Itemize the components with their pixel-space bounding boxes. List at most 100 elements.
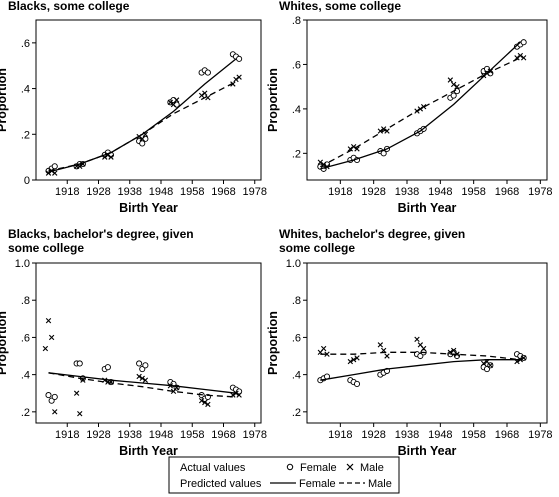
y-tick-label: .8: [292, 15, 301, 27]
male-point: [414, 336, 420, 342]
legend-box: [168, 456, 400, 494]
female-point: [139, 140, 146, 147]
x-axis-label: Birth Year: [398, 444, 457, 458]
x-tick-label: 1938: [118, 186, 142, 198]
y-axis-label: Proportion: [0, 68, 9, 132]
female-point: [45, 392, 52, 399]
x-tick-label: 1918: [328, 186, 352, 198]
predicted-male-line: [320, 351, 521, 361]
x-tick-label: 1958: [461, 429, 485, 441]
y-tick-label: .2: [21, 129, 30, 141]
chart-title: Whites, bachelor's degree, given: [279, 227, 465, 241]
chart-title: Whites, some college: [279, 0, 401, 13]
x-tick-label: 1948: [428, 186, 452, 198]
male-point: [205, 401, 211, 408]
predicted-male-line: [48, 372, 237, 398]
chart-panel-1: Blacks, some college 0 .2 .4 .6 1918 1928 1938 1…: [0, 0, 267, 215]
x-tick-label: 1948: [149, 429, 173, 441]
predicted-male-line: [48, 81, 237, 172]
male-point: [347, 358, 354, 365]
y-tick-label: 1.0: [286, 258, 301, 270]
female-point: [51, 393, 58, 401]
predicted-female-line: [320, 359, 521, 381]
male-point: [350, 143, 357, 150]
x-tick-label: 1958: [461, 186, 485, 198]
female-point: [450, 92, 457, 99]
x-tick-label: 1928: [86, 429, 110, 441]
x-tick-label: 1938: [118, 429, 142, 441]
x-tick-label: 1918: [328, 429, 352, 441]
female-point: [104, 364, 111, 371]
legend-actual-label: Actual values: [180, 462, 246, 474]
male-point: [520, 55, 527, 61]
x-axis-label: Birth Year: [398, 201, 457, 215]
legend-actual-male: Male: [360, 462, 384, 474]
male-point: [77, 411, 83, 417]
legend: Actual values Female Male Predicted valu…: [168, 456, 400, 494]
male-point: [236, 74, 242, 80]
male-point: [73, 390, 80, 396]
female-point: [520, 39, 527, 46]
predicted-female-line: [48, 372, 237, 394]
female-point: [76, 360, 83, 367]
female-point: [51, 163, 58, 170]
male-point: [139, 375, 145, 382]
chart-panel-2: Whites, some college .2 .4 .6 .8 1918 1928 1938…: [266, 0, 553, 215]
chart-title: Blacks, some college: [8, 0, 130, 13]
x-tick-label: 1938: [395, 429, 419, 441]
x-tick-label: 1958: [180, 429, 204, 441]
male-point: [45, 317, 52, 324]
predicted-female-line: [320, 41, 521, 170]
chart-title: Blacks, bachelor's degree, given: [8, 227, 194, 241]
male-point: [377, 342, 384, 348]
male-point: [48, 334, 55, 341]
y-axis-label: Proportion: [266, 68, 280, 132]
male-point: [454, 351, 460, 357]
male-point: [354, 355, 360, 361]
legend-predicted-label: Predicted values: [180, 478, 262, 490]
male-point: [320, 345, 327, 352]
x-axis-label: Birth Year: [119, 201, 178, 215]
y-tick-label: .6: [21, 332, 30, 344]
x-tick-label: 1968: [211, 429, 235, 441]
y-tick-label: .2: [21, 407, 30, 419]
male-point: [202, 399, 208, 406]
predicted-male-line: [319, 57, 521, 168]
male-point: [487, 362, 494, 369]
male-point: [52, 170, 58, 176]
y-tick-label: .4: [292, 370, 301, 382]
x-tick-label: 1978: [243, 429, 267, 441]
female-point: [453, 88, 461, 95]
male-point: [236, 392, 242, 398]
y-tick-label: .2: [292, 148, 301, 160]
male-point: [420, 345, 427, 352]
x-tick-label: 1978: [528, 186, 552, 198]
male-point: [233, 390, 239, 396]
female-point: [353, 380, 361, 387]
male-point: [142, 377, 149, 383]
male-point: [350, 357, 357, 363]
x-tick-label: 1948: [428, 429, 452, 441]
male-point: [198, 92, 205, 99]
x-tick-label: 1918: [55, 186, 79, 198]
legend-actual-female: Female: [300, 462, 337, 474]
male-point: [384, 353, 390, 359]
male-point: [170, 101, 177, 108]
male-point: [517, 52, 524, 59]
plot-frame: [306, 19, 548, 181]
female-point: [236, 55, 243, 62]
male-point: [454, 83, 460, 90]
x-tick-label: 1978: [243, 186, 267, 198]
x-tick-label: 1958: [180, 186, 204, 198]
female-point: [142, 362, 149, 369]
female-point: [136, 360, 143, 367]
male-point: [108, 154, 114, 160]
x-tick-label: 1928: [361, 186, 385, 198]
male-point: [205, 95, 211, 101]
x-tick-label: 1978: [528, 429, 552, 441]
male-point: [42, 345, 49, 352]
y-tick-label: .4: [21, 84, 30, 96]
female-point: [417, 352, 424, 360]
chart-subtitle: some college: [8, 241, 84, 255]
